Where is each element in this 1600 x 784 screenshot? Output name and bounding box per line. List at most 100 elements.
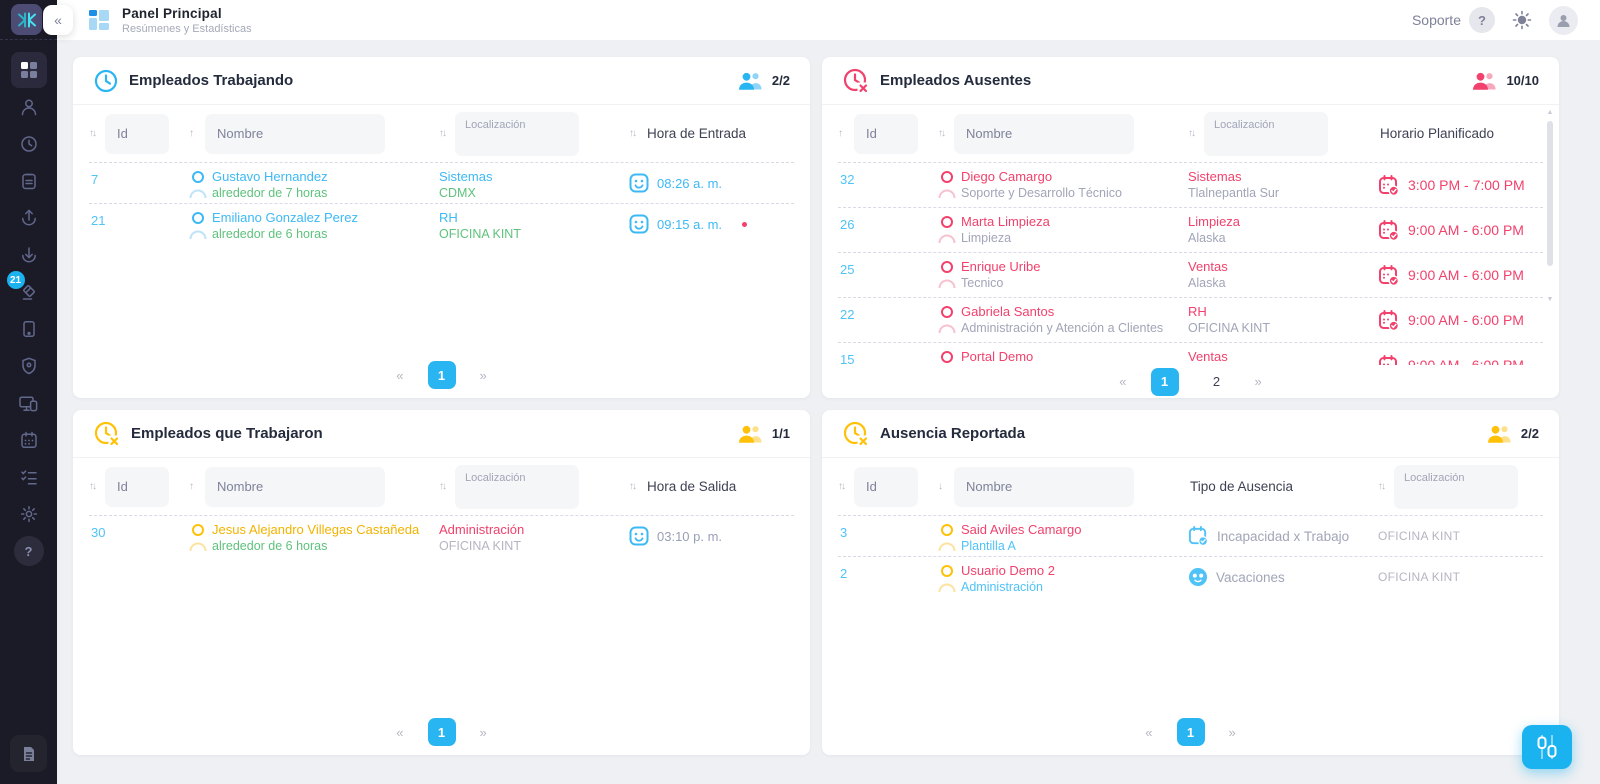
vertical-scrollbar[interactable]: ▲ ▼ xyxy=(1544,109,1556,365)
sidebar-item-devices[interactable] xyxy=(11,385,47,421)
sort-localizacion[interactable]: ↑↓ xyxy=(439,128,447,139)
sidebar-collapse-button[interactable]: « xyxy=(43,5,73,35)
filter-id-input[interactable] xyxy=(105,113,169,154)
employee-count-badge: 10/10 xyxy=(1472,71,1539,90)
late-indicator-dot xyxy=(742,221,748,227)
sort-id[interactable]: ↑↓ xyxy=(89,128,97,139)
user-avatar[interactable] xyxy=(1549,5,1578,35)
card-title: Empleados Trabajando xyxy=(129,72,294,89)
calendar-check-icon xyxy=(1379,354,1397,365)
cell-role: Soporte y Desarrollo Técnico xyxy=(961,186,1122,200)
filter-id-input[interactable] xyxy=(854,466,918,507)
cell-location: Ventas xyxy=(1188,259,1228,274)
sort-nombre[interactable]: ↑↓ xyxy=(938,128,946,139)
table-row[interactable]: 2 Usuario Demo 2 Administración xyxy=(838,556,1543,597)
support-link[interactable]: Soporte xyxy=(1411,12,1461,28)
table-row[interactable]: 21 Emiliano Gonzalez Perez alrededor de … xyxy=(89,203,794,244)
page-2[interactable]: 2 xyxy=(1212,374,1221,389)
sidebar-item-security[interactable] xyxy=(11,348,47,384)
sort-nombre[interactable]: ↑ xyxy=(189,128,194,139)
sidebar-item-tasks[interactable] xyxy=(11,459,47,495)
filter-nombre-input[interactable] xyxy=(954,113,1134,154)
cell-location-sub: Tlalnepantla Sur xyxy=(1188,186,1280,200)
filter-nombre-input[interactable] xyxy=(205,466,385,507)
arrow-down-circle-icon xyxy=(21,247,36,263)
cell-role: Tecnico xyxy=(961,276,1004,290)
table-body: 30 Jesus Alejandro Villegas Castañeda al… xyxy=(73,515,810,709)
support-help-icon[interactable]: ? xyxy=(1469,7,1495,33)
page-prev[interactable]: « xyxy=(1145,724,1153,740)
sidebar-item-check-in[interactable] xyxy=(11,200,47,236)
sidebar-item-clipboard[interactable] xyxy=(11,163,47,199)
cell-id: 21 xyxy=(91,213,106,228)
pagination: « 1 » xyxy=(822,709,1559,755)
sort-localizacion[interactable]: ↑↓ xyxy=(1378,481,1386,492)
cell-schedule: 9:00 AM - 6:00 PM xyxy=(1408,222,1524,238)
sidebar-item-calendar[interactable] xyxy=(11,422,47,458)
sidebar-item-time[interactable] xyxy=(11,126,47,162)
main-content: Empleados Trabajando 2/2 ↑↓ ↑ xyxy=(57,40,1600,784)
filter-nombre-input[interactable] xyxy=(954,466,1134,507)
filter-localizacion-input[interactable] xyxy=(1394,464,1518,509)
table-row[interactable]: 15 Portal Demo Ventas xyxy=(838,342,1543,365)
cell-location: OFICINA KINT xyxy=(1378,529,1461,543)
page-next[interactable]: » xyxy=(1228,724,1236,740)
filter-id-input[interactable] xyxy=(854,113,918,154)
page-prev[interactable]: « xyxy=(396,724,404,740)
sidebar-item-dashboard[interactable] xyxy=(10,52,47,88)
checklist-icon xyxy=(20,470,37,485)
avatar-person-icon xyxy=(1557,14,1570,27)
filter-nombre-input[interactable] xyxy=(205,113,385,154)
page-next[interactable]: » xyxy=(1254,374,1262,389)
scroll-up-arrow[interactable]: ▲ xyxy=(1546,109,1554,116)
table-row[interactable]: 25 Enrique Uribe Tecnico Ventas Alaska xyxy=(838,252,1543,297)
sort-nombre[interactable]: ↓ xyxy=(938,481,943,492)
pagination: « 1 » xyxy=(73,352,810,398)
page-prev[interactable]: « xyxy=(396,367,404,383)
page-1[interactable]: 1 xyxy=(427,718,456,746)
cell-location-sub: Alaska xyxy=(1188,231,1226,245)
app-logo[interactable] xyxy=(11,4,42,35)
entry-time-icon xyxy=(629,173,649,193)
filter-localizacion-input[interactable] xyxy=(455,111,579,156)
sort-id[interactable]: ↑↓ xyxy=(89,481,97,492)
help-question-icon: ? xyxy=(24,543,33,559)
cell-id: 22 xyxy=(840,307,855,322)
table-row[interactable]: 22 Gabriela Santos Administración y Aten… xyxy=(838,297,1543,342)
theme-toggle-sun-icon[interactable] xyxy=(1511,9,1533,31)
sort-nombre[interactable]: ↑ xyxy=(189,481,194,492)
filter-localizacion-input[interactable] xyxy=(1204,111,1328,156)
scroll-down-arrow[interactable]: ▼ xyxy=(1546,296,1554,303)
sort-id[interactable]: ↑ xyxy=(838,128,843,139)
page-next[interactable]: » xyxy=(479,724,487,740)
sort-hora-entrada[interactable]: ↑↓ xyxy=(629,128,637,139)
scrollbar-thumb[interactable] xyxy=(1547,121,1553,266)
page-prev[interactable]: « xyxy=(1119,374,1127,389)
table-row[interactable]: 32 Diego Camargo Soporte y Desarrollo Té… xyxy=(838,162,1543,207)
sidebar-item-device[interactable] xyxy=(11,311,47,347)
filter-id-input[interactable] xyxy=(105,466,169,507)
filter-localizacion-input[interactable] xyxy=(455,464,579,509)
table-row[interactable]: 26 Marta Limpieza Limpieza Limpieza Alas… xyxy=(838,207,1543,252)
table-row[interactable]: 7 Gustavo Hernandez alrededor de 7 horas… xyxy=(89,162,794,203)
sidebar-item-help[interactable]: ? xyxy=(13,536,44,566)
sort-hora-salida[interactable]: ↑↓ xyxy=(629,481,637,492)
page-1[interactable]: 1 xyxy=(427,361,456,389)
logo-row xyxy=(0,0,57,40)
sort-localizacion[interactable]: ↑↓ xyxy=(1188,128,1196,139)
page-next[interactable]: » xyxy=(479,367,487,383)
sidebar-item-users[interactable] xyxy=(11,89,47,125)
page-1[interactable]: 1 xyxy=(1176,718,1205,746)
page-1[interactable]: 1 xyxy=(1150,367,1179,396)
sidebar-item-eraser[interactable]: 21 xyxy=(6,271,47,310)
person-icon xyxy=(938,565,956,593)
sidebar-item-docs[interactable] xyxy=(10,735,47,772)
cell-location: RH xyxy=(439,210,458,225)
sidebar-item-check-out[interactable] xyxy=(11,237,47,273)
table-row[interactable]: 3 Said Aviles Camargo Plantilla A xyxy=(838,515,1543,556)
table-row[interactable]: 30 Jesus Alejandro Villegas Castañeda al… xyxy=(89,515,794,556)
sort-id[interactable]: ↑↓ xyxy=(838,481,846,492)
customize-fab-button[interactable] xyxy=(1522,725,1572,769)
sidebar-item-settings[interactable] xyxy=(11,496,47,532)
sort-localizacion[interactable]: ↑↓ xyxy=(439,481,447,492)
